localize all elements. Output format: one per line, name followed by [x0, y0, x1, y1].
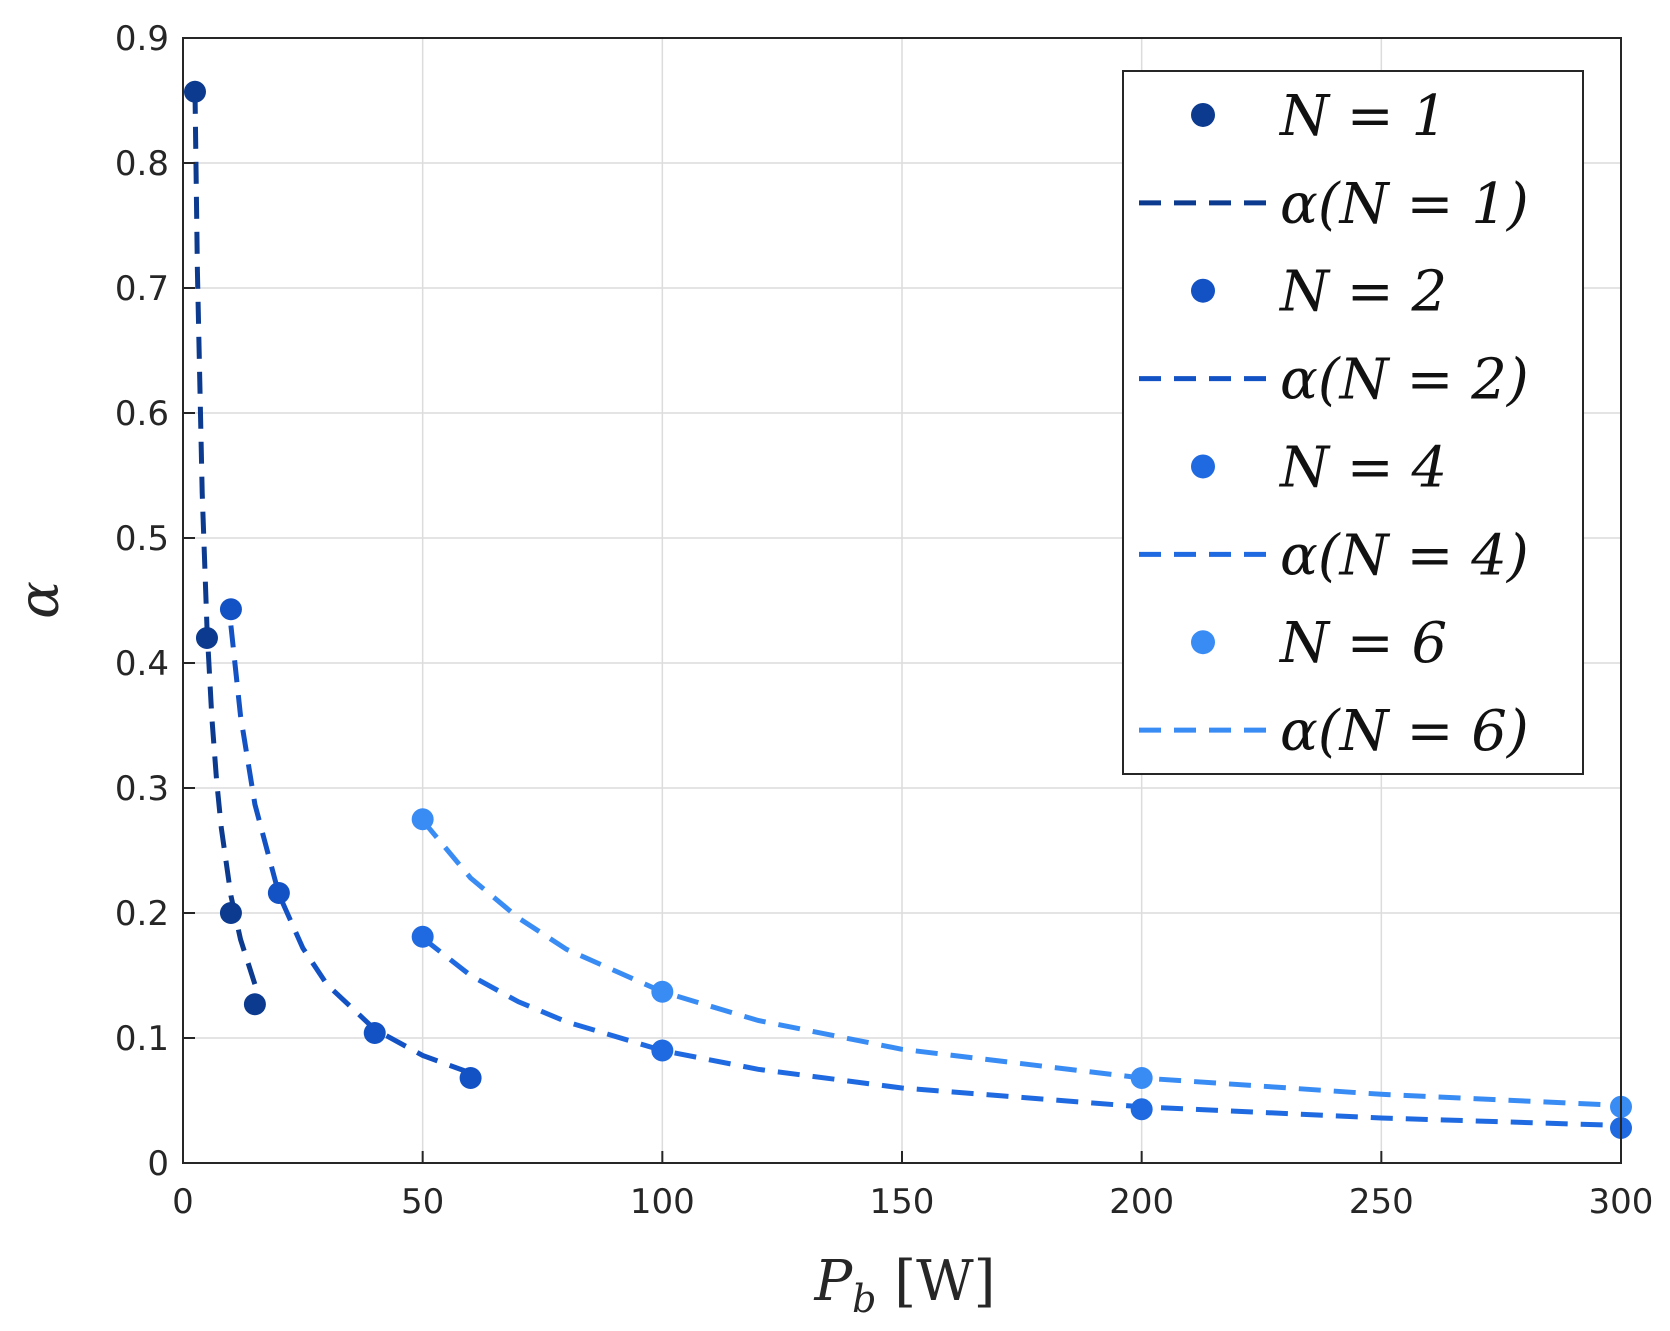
data-point: [363, 1022, 386, 1044]
y-tick-label: 0.9: [115, 19, 169, 59]
legend-label: N = 2: [1278, 260, 1447, 325]
data-point: [459, 1067, 482, 1089]
legend-marker: [1191, 278, 1215, 303]
legend-marker: [1191, 454, 1215, 479]
data-point: [183, 80, 206, 103]
ticks: 0 50 100 150 200 250 300 0 0.1 0.2 0.3 0.4 0.5 0.6 0.7…: [115, 19, 1654, 1222]
fit-line: [420, 818, 1622, 1108]
legend-marker: [1191, 630, 1215, 655]
x-tick-label: 50: [401, 1182, 444, 1222]
legend-fit-label: α(N = 6): [1280, 699, 1529, 764]
data-point: [267, 882, 290, 904]
y-tick-label: 0.5: [115, 519, 169, 559]
legend-fit-label: α(N = 2): [1280, 348, 1529, 413]
data-point: [1130, 1098, 1153, 1121]
fit-line: [421, 936, 1622, 1128]
fit-line: [228, 625, 472, 1076]
legend-fit-label: α(N = 4): [1280, 523, 1529, 588]
series-group: [219, 598, 482, 1089]
y-tick-label: 0.1: [115, 1019, 169, 1059]
legend-fit-label: α(N = 1): [1280, 172, 1529, 237]
data-point: [1130, 1067, 1153, 1089]
x-tick-label: 200: [1109, 1182, 1174, 1222]
legend-label: N = 1: [1278, 84, 1447, 149]
y-tick-label: 0.2: [115, 894, 169, 934]
y-tick-label: 0.3: [115, 769, 169, 809]
x-tick-label: 150: [870, 1182, 935, 1222]
series-group: [411, 925, 1632, 1139]
data-point: [411, 808, 434, 831]
legend-label: N = 6: [1278, 611, 1447, 676]
y-tick-label: 0: [147, 1144, 169, 1184]
y-axis-title: α: [7, 581, 72, 619]
x-tick-label: 0: [172, 1182, 194, 1222]
y-tick-label: 0.4: [115, 644, 169, 684]
data-point: [219, 598, 242, 621]
series-group: [411, 808, 1632, 1118]
data-point: [243, 993, 266, 1016]
data-point: [219, 902, 242, 924]
x-tick-label: 300: [1589, 1182, 1654, 1222]
x-tick-label: 250: [1349, 1182, 1414, 1222]
series-group: [183, 80, 266, 1016]
x-tick-label: 100: [630, 1182, 695, 1222]
fit-line: [192, 91, 258, 986]
x-axis-title: Pb [W]: [813, 1249, 995, 1321]
legend-label: N = 4: [1278, 435, 1447, 500]
legend-marker: [1191, 102, 1215, 127]
data-point: [411, 925, 434, 948]
data-point: [651, 1039, 674, 1062]
y-tick-label: 0.6: [115, 394, 169, 434]
data-point: [651, 980, 674, 1003]
legend-box: [1122, 70, 1584, 775]
data-point: [195, 627, 218, 649]
y-tick-label: 0.8: [115, 144, 169, 184]
legend: N = 1 α(N = 1) N = 2 α(N = 2) N = 4 α(N = 4) N…: [1122, 70, 1584, 775]
y-tick-label: 0.7: [115, 269, 169, 309]
series-layer: [183, 80, 1632, 1139]
